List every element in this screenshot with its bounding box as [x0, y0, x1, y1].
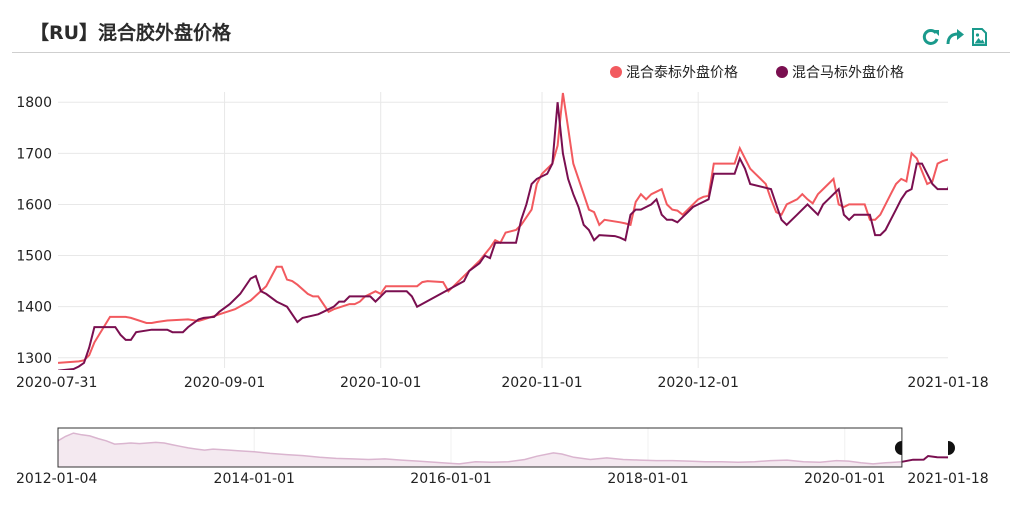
legend: 混合泰标外盘价格 混合马标外盘价格 — [610, 64, 904, 81]
save-image-icon[interactable] — [969, 27, 989, 47]
series-lines — [58, 92, 948, 370]
navigator-preview-line — [57, 432, 902, 465]
x-tick-label: 2020-10-01 — [340, 375, 421, 391]
y-tick-label: 1600 — [16, 197, 52, 213]
navigator-tick-label: 2014-01-01 — [214, 471, 295, 487]
x-axis: 2020-07-31 2020-09-01 2020-10-01 2020-11-01… — [16, 375, 989, 391]
navigator-area — [58, 433, 902, 467]
x-tick-label: 2020-11-01 — [501, 375, 582, 391]
navigator-left-handle[interactable] — [894, 441, 902, 455]
grid — [58, 92, 948, 368]
navigator-mask — [57, 427, 903, 468]
page-title: 【RU】混合胶外盘价格 — [30, 22, 232, 44]
x-tick-label: 2020-12-01 — [657, 375, 738, 391]
legend-label[interactable]: 混合马标外盘价格 — [792, 64, 904, 81]
x-tick-label: 2020-09-01 — [184, 375, 265, 391]
range-navigator[interactable]: 2012-01-04 2014-01-01 2016-01-01 2018-01-01… — [16, 427, 989, 487]
y-tick-label: 1700 — [16, 146, 52, 162]
y-tick-label: 1300 — [16, 351, 52, 367]
y-tick-label: 1800 — [16, 95, 52, 111]
navigator-tick-label: 2020-01-01 — [804, 471, 885, 487]
title-bar: 【RU】混合胶外盘价格 — [12, 0, 1010, 53]
share-icon[interactable] — [945, 27, 965, 47]
series-line-2 — [58, 102, 948, 370]
legend-marker — [610, 66, 622, 78]
navigator-tick-label: 2018-01-01 — [607, 471, 688, 487]
navigator-tick-label: 2016-01-01 — [410, 471, 491, 487]
series-line-1 — [58, 92, 948, 364]
navigator-tick-label: 2012-01-04 — [16, 471, 97, 487]
legend-marker — [776, 66, 788, 78]
refresh-icon[interactable] — [921, 27, 941, 47]
x-tick-label: 2020-07-31 — [16, 375, 97, 391]
chart-toolbar — [921, 27, 989, 49]
legend-label[interactable]: 混合泰标外盘价格 — [626, 64, 738, 81]
y-axis: 1300 1400 1500 1600 1700 1800 — [16, 95, 52, 367]
navigator-tick-label: 2021-01-18 — [907, 471, 988, 487]
y-tick-label: 1400 — [16, 300, 52, 316]
navigator-selected-line — [901, 454, 949, 463]
navigator-right-handle[interactable] — [948, 441, 955, 455]
x-tick-label: 2021-01-18 — [907, 375, 988, 391]
y-tick-label: 1500 — [16, 249, 52, 265]
